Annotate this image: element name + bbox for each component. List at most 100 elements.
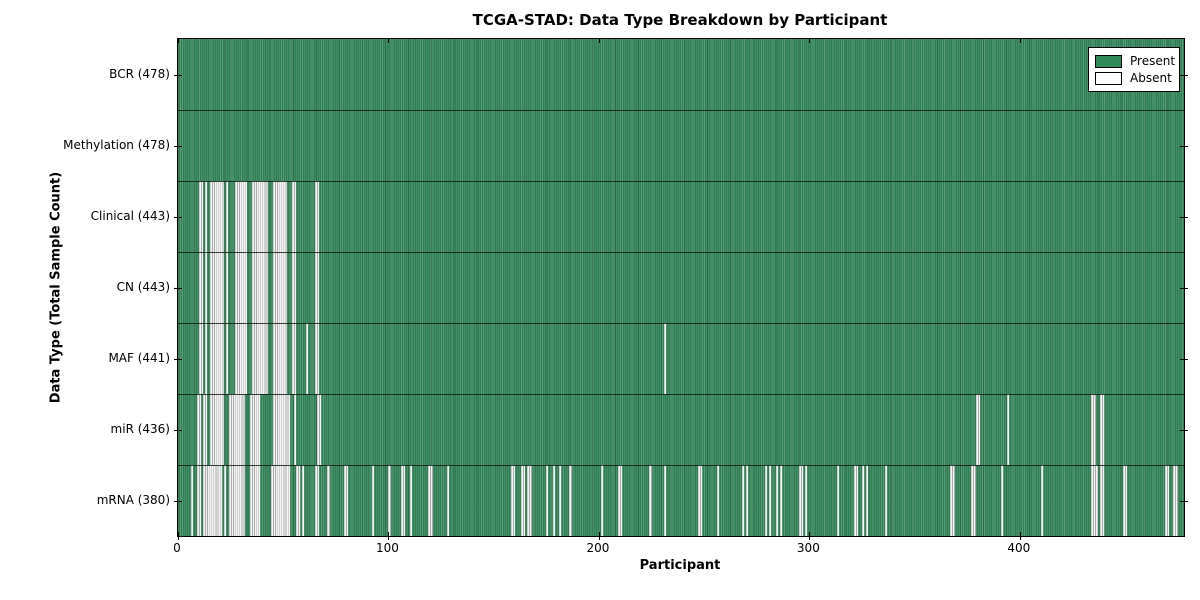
absent-bar (209, 394, 225, 465)
absent-bar (203, 465, 223, 536)
absent-bar (546, 465, 549, 536)
absent-bar (569, 465, 572, 536)
absent-bar (228, 394, 246, 465)
absent-bar (975, 394, 980, 465)
legend-present-label: Present (1130, 54, 1176, 68)
absent-bar (805, 465, 808, 536)
y-tick (174, 216, 182, 218)
absent-bar (521, 465, 526, 536)
y-tick (174, 500, 182, 502)
row-separator (178, 323, 1184, 324)
absent-bar (249, 465, 261, 536)
absent-bar (1040, 465, 1043, 536)
y-tick-label-MAF: MAF (441) (108, 350, 170, 365)
absent-bar (775, 465, 778, 536)
absent-bar (885, 465, 888, 536)
absent-bar (209, 181, 225, 252)
absent-bar (664, 465, 667, 536)
absent-bar (228, 465, 246, 536)
absent-bar (853, 465, 858, 536)
absent-bar (1173, 465, 1178, 536)
y-tick (174, 287, 182, 289)
absent-bar (291, 181, 296, 252)
x-tick (809, 38, 811, 43)
y-tick (174, 429, 182, 431)
absent-bar (234, 323, 248, 394)
y-tick-label-CN: CN (443) (116, 279, 170, 294)
x-tick-label-300: 300 (796, 541, 820, 555)
plot-area: Present Absent (174, 38, 1188, 540)
absent-bar (409, 465, 412, 536)
row-band-CN (178, 252, 1184, 323)
absent-bar (251, 323, 269, 394)
row-separator (178, 465, 1184, 466)
absent-bar (664, 323, 667, 394)
y-tick (1180, 145, 1188, 147)
absent-bar (1099, 394, 1105, 465)
absent-bar (716, 465, 719, 536)
absent-bar (769, 465, 772, 536)
x-tick (598, 532, 600, 540)
absent-bar (226, 252, 229, 323)
x-tick (388, 532, 390, 540)
absent-bar (401, 465, 406, 536)
legend-entry-absent: Absent (1095, 70, 1173, 87)
row-separator (178, 181, 1184, 182)
y-tick-label-Methylation: Methylation (478) (63, 137, 170, 152)
absent-bar (428, 465, 433, 536)
y-tick-label-mRNA: mRNA (380) (96, 492, 170, 507)
row-band-miR (178, 394, 1184, 465)
y-tick (1180, 500, 1188, 502)
row-separator (178, 110, 1184, 111)
x-tick-label-400: 400 (1007, 541, 1031, 555)
absent-bar (272, 252, 288, 323)
absent-bar (388, 465, 391, 536)
y-tick (1180, 358, 1188, 360)
absent-bar (798, 465, 804, 536)
y-tick-label-Clinical: Clinical (443) (90, 208, 170, 223)
y-tick-label-BCR: BCR (478) (109, 66, 170, 81)
absent-bar (199, 181, 204, 252)
absent-bar (1091, 394, 1096, 465)
absent-bar (371, 465, 374, 536)
absent-bar (291, 252, 296, 323)
absent-bar (199, 252, 204, 323)
absent-bar (558, 465, 562, 536)
absent-bar (234, 181, 248, 252)
legend-entry-present: Present (1095, 53, 1176, 70)
y-tick (174, 145, 182, 147)
absent-bar (746, 465, 749, 536)
absent-bar (314, 181, 319, 252)
x-tick (388, 38, 390, 43)
y-tick (1180, 429, 1188, 431)
y-tick (1180, 216, 1188, 218)
y-tick-label-miR: miR (436) (110, 421, 170, 436)
absent-bar (1007, 394, 1010, 465)
row-band-Methylation (178, 110, 1184, 181)
y-tick (174, 358, 182, 360)
x-tick (178, 38, 179, 43)
absent-bar (950, 465, 955, 536)
absent-bar (190, 465, 193, 536)
absent-bar (293, 394, 296, 465)
x-tick-label-200: 200 (586, 541, 610, 555)
absent-bar (251, 252, 269, 323)
absent-bar (697, 465, 703, 536)
absent-bar (272, 323, 288, 394)
row-band-BCR (178, 39, 1184, 110)
y-tick (174, 74, 182, 76)
absent-bar (861, 465, 865, 536)
absent-bar (316, 394, 322, 465)
absent-bar (249, 394, 261, 465)
absent-bar (203, 394, 208, 465)
absent-bar (226, 323, 229, 394)
absent-bar (272, 394, 290, 465)
absent-bar (1091, 465, 1098, 536)
absent-bar (344, 465, 349, 536)
absent-bar (205, 181, 208, 252)
y-tick (1180, 287, 1188, 289)
absent-bar (601, 465, 604, 536)
y-tick (1180, 74, 1188, 76)
absent-bar (510, 465, 515, 536)
